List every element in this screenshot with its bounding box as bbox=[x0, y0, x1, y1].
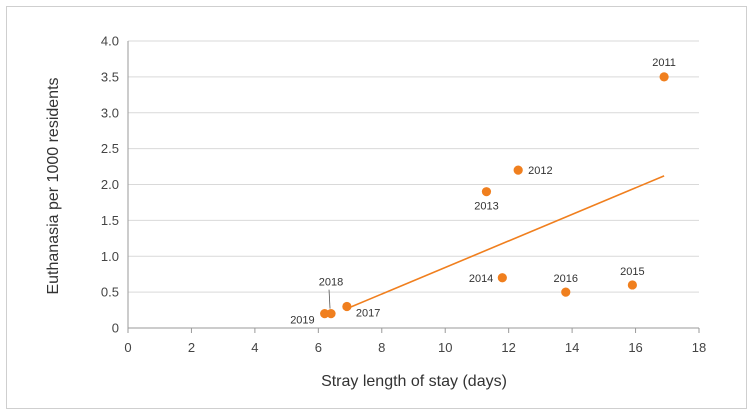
point-label-2016: 2016 bbox=[554, 273, 578, 285]
trendline bbox=[346, 175, 665, 310]
x-tick-label: 10 bbox=[438, 340, 452, 355]
x-tick-label: 4 bbox=[251, 340, 258, 355]
x-tick-label: 0 bbox=[124, 340, 131, 355]
data-point-2019 bbox=[320, 309, 330, 319]
y-axis-label: Euthanasia per 1000 residents bbox=[45, 77, 62, 294]
leader-line-2018 bbox=[328, 289, 331, 309]
y-tick-label: 0.5 bbox=[101, 285, 119, 300]
point-label-2013: 2013 bbox=[474, 201, 498, 213]
data-point-2018 bbox=[326, 309, 336, 319]
point-label-2011: 2011 bbox=[652, 57, 676, 69]
data-point-2016 bbox=[561, 287, 571, 297]
point-label-2018: 2018 bbox=[319, 277, 343, 289]
y-tick-label: 0 bbox=[112, 321, 119, 336]
data-point-2017 bbox=[342, 301, 352, 312]
y-tick-label: 3.0 bbox=[101, 105, 119, 120]
x-tick-label: 16 bbox=[628, 340, 642, 355]
data-point-2014 bbox=[497, 273, 507, 283]
y-tick-label: 4.0 bbox=[101, 34, 119, 49]
chart-frame bbox=[6, 6, 747, 409]
axes: 0 0.5 1.0 1.5 2.0 2.5 3.0 3.5 4.0 0 2 4 6 8 10 12 14 16 18 bbox=[101, 34, 706, 356]
y-tick-label: 1.0 bbox=[101, 249, 119, 264]
y-tick-label: 3.5 bbox=[101, 69, 119, 84]
data-point-2015 bbox=[627, 280, 637, 290]
data-points bbox=[320, 72, 669, 319]
y-tick-label: 1.5 bbox=[101, 213, 119, 228]
x-tick-label: 6 bbox=[315, 340, 322, 355]
x-tick-label: 12 bbox=[501, 340, 515, 355]
x-tick-label: 18 bbox=[692, 340, 706, 355]
data-point-2011 bbox=[659, 72, 669, 82]
y-tick-label: 2.5 bbox=[101, 141, 119, 156]
gridlines bbox=[128, 40, 699, 329]
point-label-2014: 2014 bbox=[469, 273, 493, 285]
x-tick-label: 14 bbox=[565, 340, 579, 355]
y-tick-label: 2.0 bbox=[101, 177, 119, 192]
data-point-2013 bbox=[481, 187, 492, 197]
point-labels: 2011 2012 2013 2014 2015 2016 2017 2018 2019 bbox=[290, 57, 676, 327]
x-tick-label: 8 bbox=[378, 340, 385, 355]
x-axis-label: Stray length of stay (days) bbox=[321, 373, 507, 390]
trendline-group bbox=[346, 175, 665, 310]
point-label-2019: 2019 bbox=[290, 315, 314, 327]
data-point-2012 bbox=[513, 165, 523, 175]
x-tick-label: 2 bbox=[188, 340, 195, 355]
point-label-2015: 2015 bbox=[620, 266, 644, 278]
point-label-2012: 2012 bbox=[528, 165, 552, 177]
point-label-2017: 2017 bbox=[356, 307, 380, 319]
